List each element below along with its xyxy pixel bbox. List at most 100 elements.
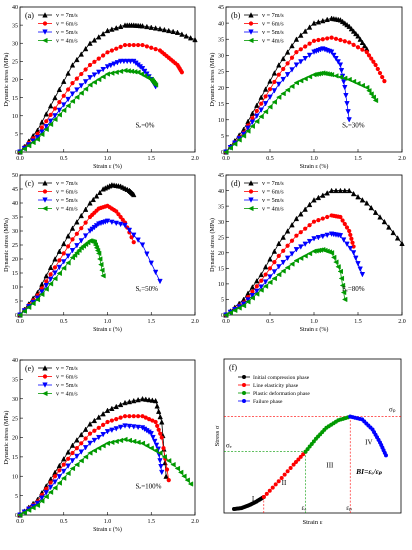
data-point	[248, 21, 254, 26]
data-point	[124, 58, 130, 65]
phase-label: II	[282, 479, 287, 487]
data-point	[52, 113, 58, 119]
data-point	[69, 62, 76, 68]
data-point	[344, 101, 350, 107]
data-point	[373, 62, 378, 68]
legend-label: v = 4m/s	[262, 38, 284, 45]
data-point	[136, 42, 141, 48]
data-point	[262, 86, 269, 92]
data-point	[101, 422, 106, 428]
data-point	[78, 90, 84, 96]
y-tick-label: 40	[218, 21, 224, 27]
data-point	[248, 29, 254, 35]
data-point	[262, 109, 269, 115]
data-point	[223, 149, 229, 155]
panel-label: (c)	[25, 179, 34, 188]
data-point	[122, 399, 128, 406]
data-point	[43, 272, 49, 279]
data-point	[152, 25, 159, 31]
data-point	[113, 69, 119, 75]
data-point	[399, 240, 405, 246]
data-point	[74, 437, 80, 443]
series-1	[17, 395, 169, 518]
data-point	[91, 79, 97, 85]
data-point	[370, 94, 376, 100]
data-point	[338, 214, 343, 220]
data-point	[69, 248, 76, 254]
data-point	[69, 465, 76, 472]
legend-label: v = 6m/s	[56, 374, 78, 381]
data-point	[117, 68, 124, 75]
data-point	[284, 264, 291, 271]
data-point	[66, 456, 71, 461]
data-point	[386, 224, 392, 230]
data-point	[227, 145, 233, 151]
data-point	[337, 187, 344, 194]
data-point	[152, 447, 159, 454]
legend: v = 7m/s v = 6m/sv = 5m/s v = 4m/s	[38, 365, 78, 398]
x-tick-label: 0.5	[266, 156, 274, 162]
legend: v = 7m/s v = 6m/sv = 5m/s v = 4m/s	[38, 180, 78, 213]
data-point	[148, 445, 154, 451]
x-tick-label: 1.0	[104, 319, 112, 325]
data-point	[342, 221, 347, 227]
data-point	[302, 56, 308, 62]
eps-p-label: εₚ	[346, 504, 352, 512]
data-point	[271, 88, 278, 94]
data-point	[289, 83, 295, 90]
data-point	[276, 479, 281, 484]
data-point	[351, 42, 356, 47]
data-point	[91, 239, 97, 245]
series-line	[225, 72, 376, 153]
data-point	[34, 136, 41, 143]
data-point	[42, 29, 48, 35]
data-point	[267, 279, 273, 286]
data-point	[104, 429, 111, 435]
data-point	[276, 264, 282, 270]
data-point	[273, 482, 278, 487]
y-tick-label: 15	[12, 96, 18, 102]
data-point	[153, 442, 160, 449]
data-point	[346, 76, 352, 83]
plot-frame	[223, 358, 402, 514]
data-point	[280, 234, 286, 240]
data-point	[42, 21, 48, 26]
data-point	[69, 254, 76, 261]
data-point	[298, 47, 303, 52]
data-point	[152, 82, 159, 88]
x-tick-label: 1.0	[310, 156, 318, 162]
y-tick-label: 0	[221, 150, 224, 156]
data-point	[298, 32, 304, 38]
data-point	[113, 220, 119, 227]
data-point	[109, 26, 115, 32]
data-point	[303, 226, 308, 231]
data-point	[78, 238, 84, 244]
data-point	[254, 102, 260, 108]
y-tick-label: 45	[218, 173, 224, 179]
data-point	[93, 245, 100, 251]
data-point	[52, 270, 58, 276]
data-point	[74, 453, 80, 460]
data-point	[114, 416, 119, 422]
data-point	[340, 79, 347, 85]
data-point	[157, 25, 163, 32]
data-point	[42, 205, 48, 212]
data-point	[280, 76, 286, 83]
data-point	[320, 233, 326, 240]
x-tick-label: 0.0	[222, 319, 230, 325]
data-point	[131, 191, 137, 198]
data-point	[104, 71, 111, 77]
data-point	[306, 250, 313, 257]
data-point	[140, 414, 145, 419]
data-point	[47, 489, 54, 495]
data-point	[161, 446, 166, 451]
data-point	[258, 284, 264, 290]
data-point	[281, 66, 286, 72]
x-axis-label: Strain ε (%)	[93, 326, 122, 333]
data-point	[166, 478, 171, 483]
x-tick-label: 0.5	[60, 519, 68, 525]
data-point	[100, 74, 106, 80]
data-point	[93, 193, 100, 199]
y-tick-label: 20	[12, 78, 18, 84]
